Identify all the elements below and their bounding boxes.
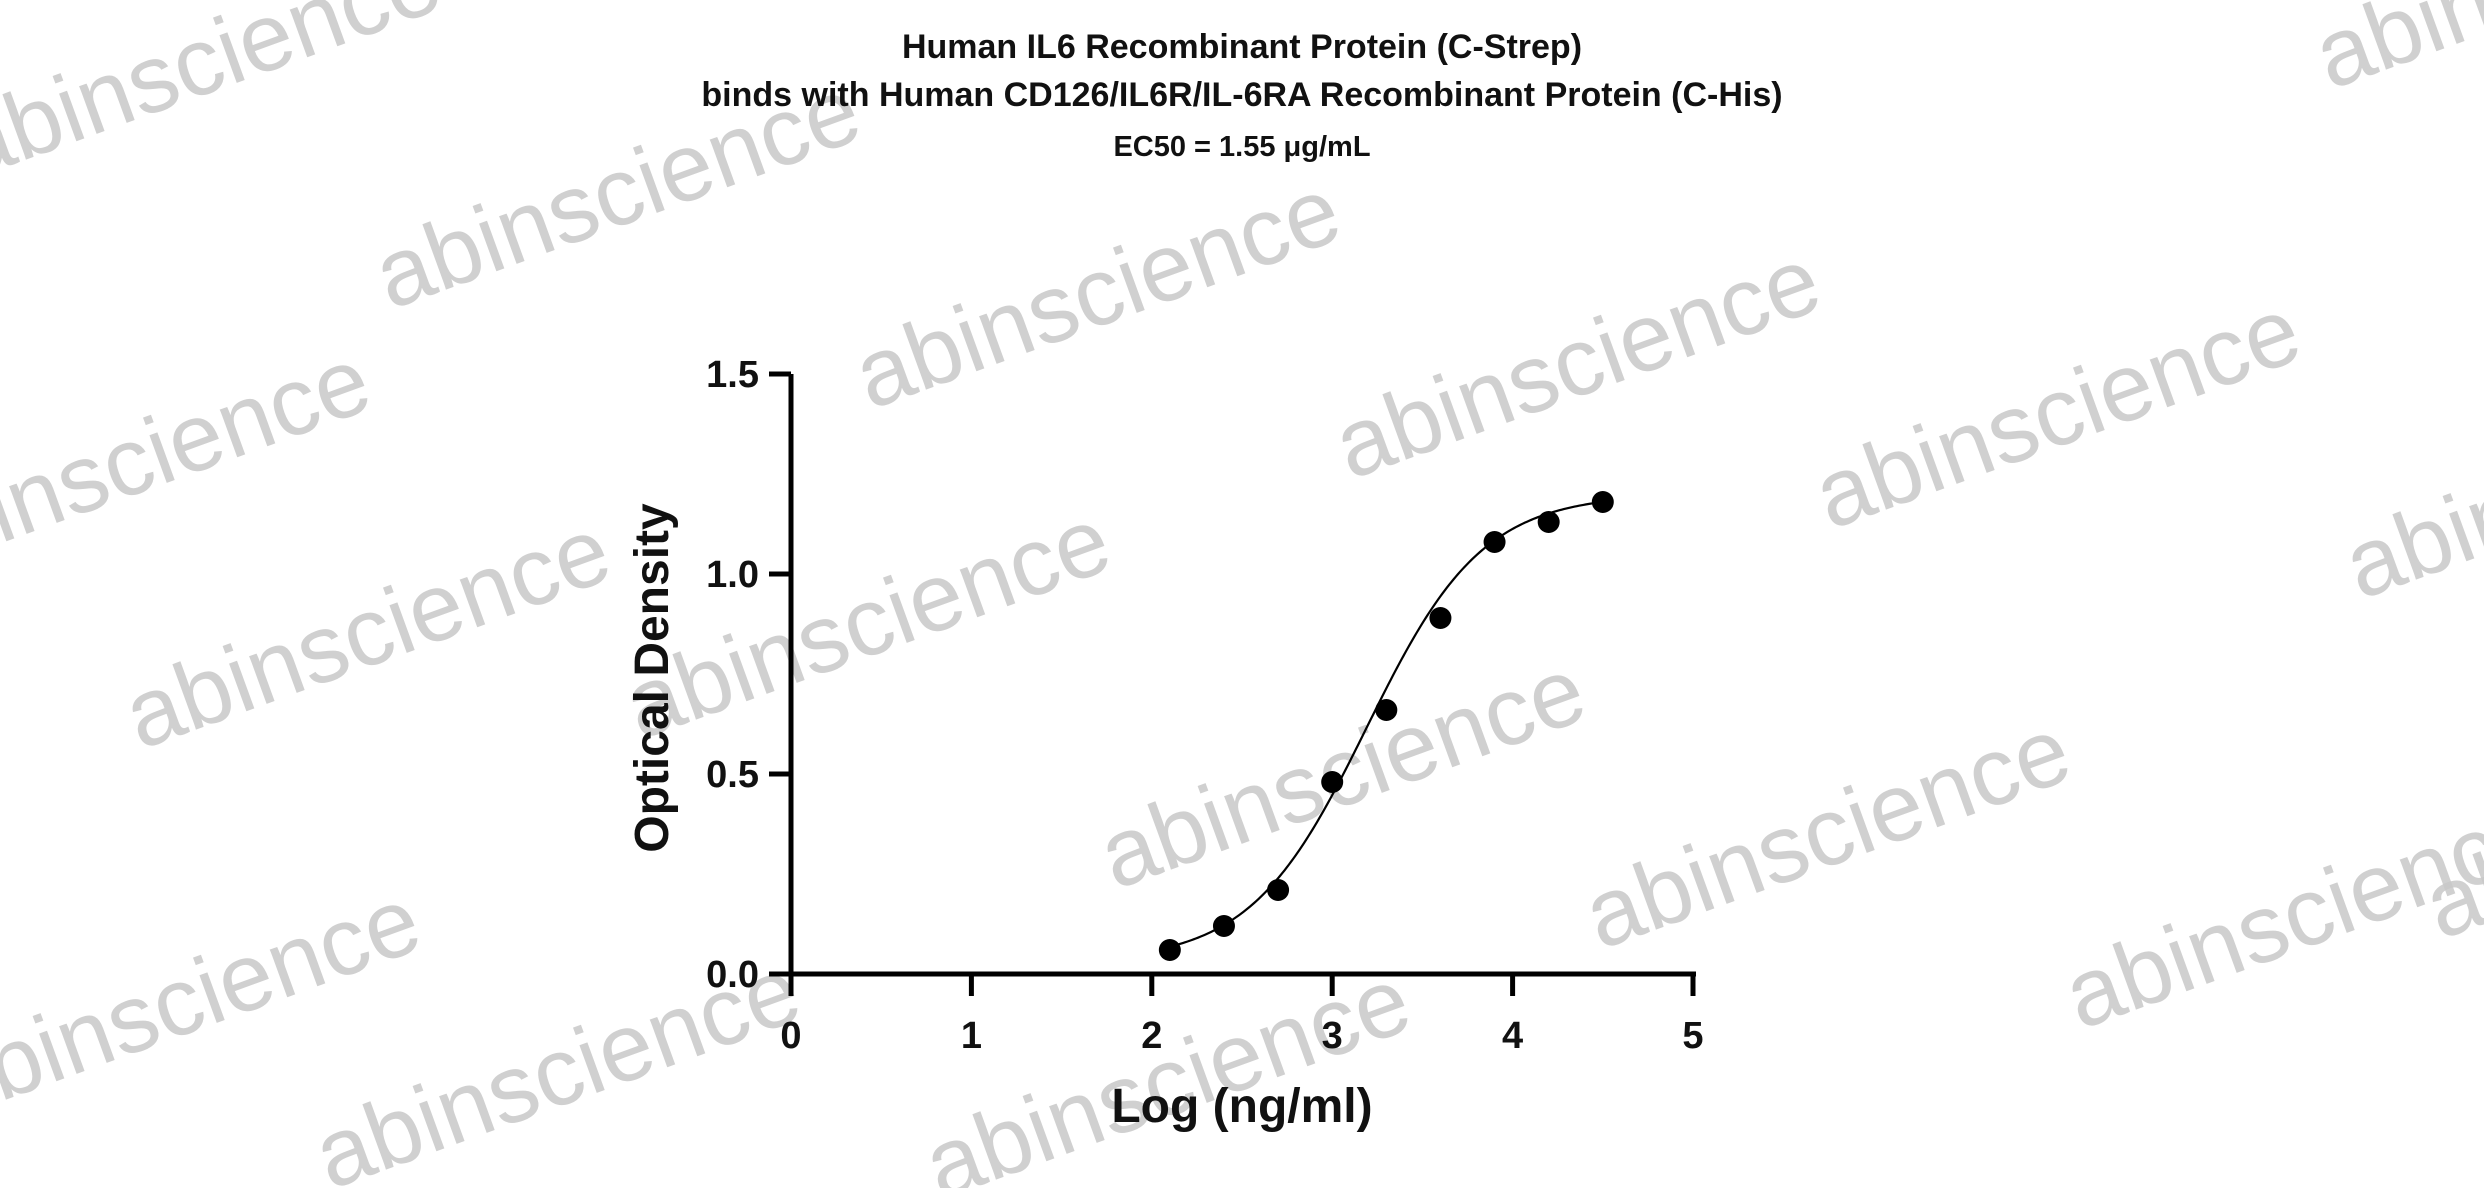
chart-subtitle-ec50: EC50 = 1.55 μg/mL (1113, 131, 1370, 163)
x-tick-label: 4 (1502, 1015, 1523, 1057)
watermark-text: abinscience (1801, 276, 2314, 550)
data-point (1537, 511, 1560, 533)
watermark-text: abinscience (1321, 226, 1834, 500)
watermark-text: abinscience (2331, 346, 2484, 620)
watermark-text: abinscience (2051, 776, 2484, 1050)
data-point (1267, 879, 1290, 901)
watermark-text: abinscience (1086, 636, 1599, 910)
watermark-text: abinscience (1571, 696, 2084, 970)
data-point (1321, 771, 1344, 793)
x-axis-title: Log (ng/ml) (1111, 1080, 1372, 1133)
fit-curve (1169, 500, 1603, 948)
watermark-text: abinscience (841, 156, 1354, 430)
x-tick-label: 3 (1322, 1015, 1343, 1057)
watermark-text: abinscience (2301, 0, 2484, 110)
x-tick-label: 1 (961, 1015, 982, 1057)
data-point (1429, 607, 1452, 629)
x-tick-label: 0 (780, 1015, 801, 1057)
data-point (1212, 915, 1235, 937)
y-tick-label: 1.5 (706, 354, 759, 396)
chart-title-line-2: binds with Human CD126/IL6R/IL-6RA Recom… (701, 76, 1782, 114)
watermark-text: abinscience (0, 0, 454, 200)
x-tick-label: 5 (1682, 1015, 1703, 1057)
watermark-text: abinscience (611, 486, 1124, 760)
x-tick-label: 2 (1141, 1015, 1162, 1057)
y-tick-label: 0.5 (706, 754, 759, 796)
data-point (1158, 939, 1181, 961)
plot-area: 0 1 2 3 4 5 0.0 0.5 1.0 1.5 (706, 354, 1703, 1057)
watermark-text: abinscience (0, 326, 384, 600)
chart-title-line-1: Human IL6 Recombinant Protein (C-Strep) (902, 28, 1582, 66)
y-axis-title: Optical Density (626, 503, 679, 853)
y-tick-label: 0.0 (706, 954, 759, 996)
watermark-text: abinscience (911, 946, 1424, 1188)
data-point (1483, 531, 1506, 553)
data-point (1591, 491, 1614, 513)
watermark-text: abinscience (111, 496, 624, 770)
data-point (1375, 699, 1398, 721)
y-tick-label: 1.0 (706, 554, 759, 596)
